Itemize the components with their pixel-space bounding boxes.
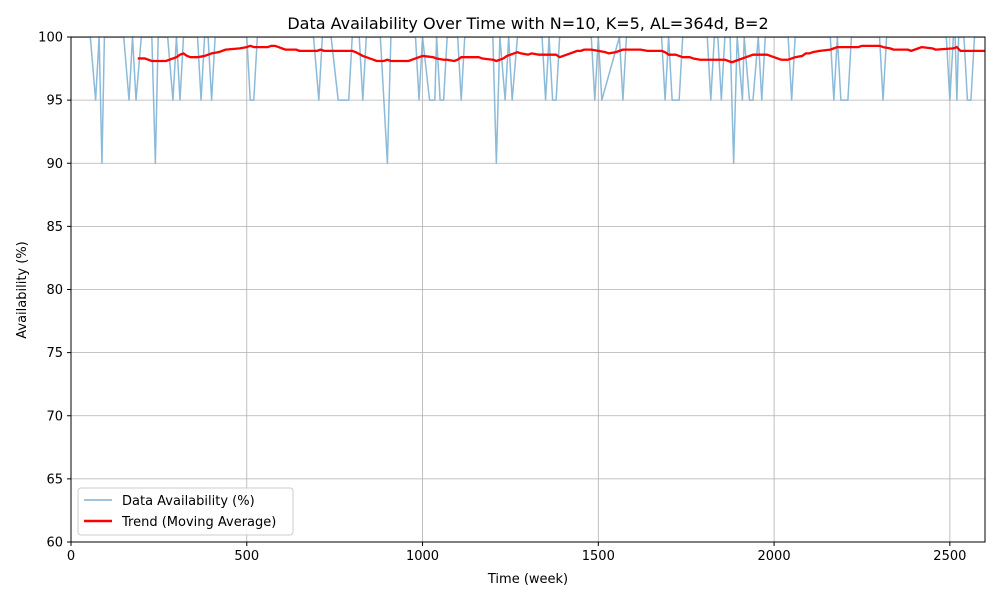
y-axis-label: Availability (%) bbox=[15, 241, 30, 339]
legend-label-availability: Data Availability (%) bbox=[122, 494, 255, 509]
y-tick-label: 85 bbox=[46, 220, 63, 235]
x-tick-label: 1500 bbox=[582, 549, 615, 564]
legend-label-trend: Trend (Moving Average) bbox=[121, 515, 276, 530]
series-line-availability bbox=[71, 37, 985, 164]
grid bbox=[70, 36, 985, 543]
x-tick-label: 2500 bbox=[933, 549, 966, 564]
x-axis-ticks: 0 500 1000 1500 2000 2500 bbox=[67, 542, 966, 564]
y-tick-label: 100 bbox=[38, 31, 63, 46]
y-tick-label: 80 bbox=[46, 283, 63, 298]
x-tick-label: 500 bbox=[234, 549, 259, 564]
y-tick-label: 90 bbox=[46, 157, 63, 172]
y-tick-label: 75 bbox=[46, 346, 63, 361]
x-tick-label: 1000 bbox=[406, 549, 439, 564]
x-tick-label: 0 bbox=[67, 549, 75, 564]
y-axis-ticks: 60 65 70 75 80 85 90 95 100 bbox=[38, 31, 71, 551]
y-tick-label: 95 bbox=[46, 94, 63, 109]
x-axis-label: Time (week) bbox=[487, 572, 568, 587]
plot-frame bbox=[70, 36, 986, 543]
chart-title: Data Availability Over Time with N=10, K… bbox=[287, 14, 768, 33]
y-tick-label: 65 bbox=[46, 472, 63, 487]
legend-box bbox=[77, 487, 294, 536]
y-tick-label: 70 bbox=[46, 409, 63, 424]
series-line-trend bbox=[137, 44, 985, 64]
series-group bbox=[71, 37, 985, 164]
legend: Data Availability (%) Trend (Moving Aver… bbox=[77, 487, 294, 536]
x-tick-label: 2000 bbox=[758, 549, 791, 564]
y-tick-label: 60 bbox=[46, 536, 63, 551]
